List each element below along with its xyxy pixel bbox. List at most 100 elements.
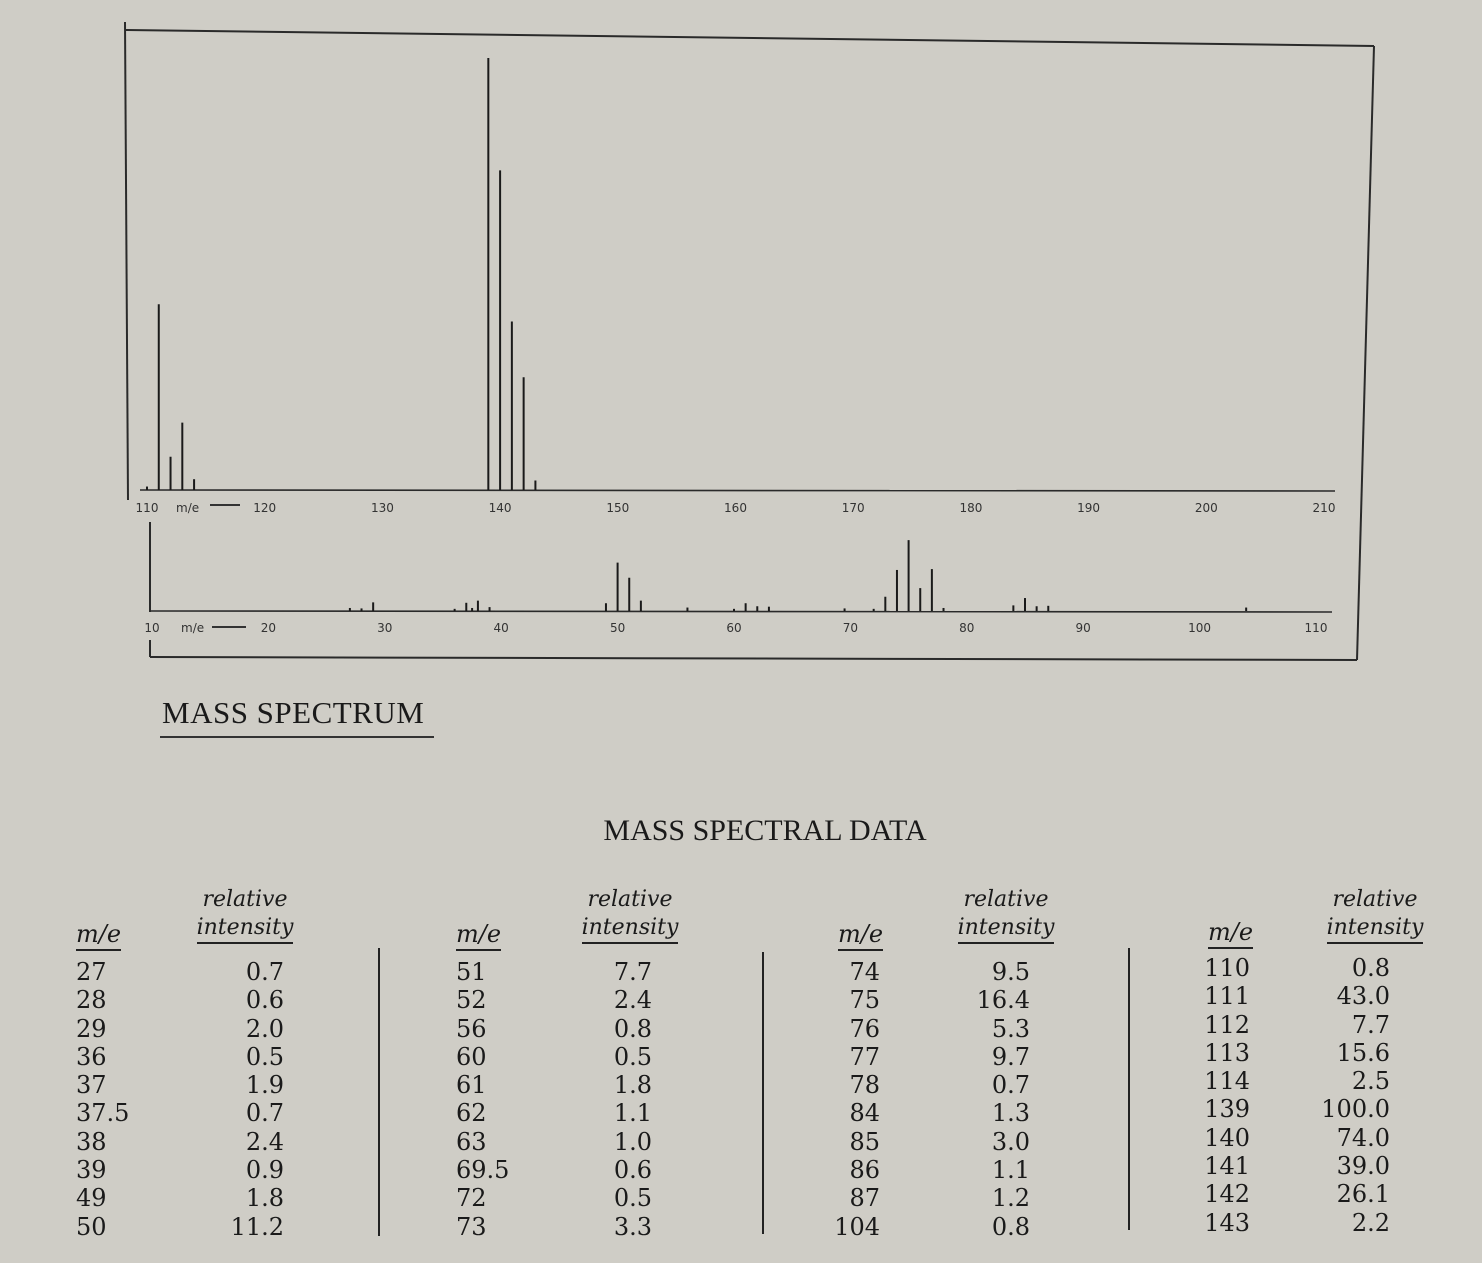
me-value: 74 [849,958,880,986]
lower-tick-label: 10 [144,621,159,635]
me-value: 69.5 [456,1156,510,1185]
relative-intensity-value: 0.6 [613,1156,652,1185]
upper-axis-unit-label: m/e [176,501,199,515]
relative-intensity-value: 0.8 [991,1212,1030,1241]
relative-intensity-value: 0.7 [991,1071,1030,1100]
me-value: 52 [456,986,487,1015]
lower-tick-label: 60 [726,621,741,635]
upper-peaks [146,58,537,490]
me-value: 141 [1204,1152,1250,1181]
me-value: 28 [76,986,107,1015]
lower-tick-label: 70 [843,621,858,635]
me-value: 60 [456,1042,487,1071]
me-value: 77 [849,1042,880,1071]
ri-header-line2: intensity [1326,914,1424,944]
relative-intensity-header: relative intensity [190,886,300,944]
data-table-title: MASS SPECTRAL DATA [603,814,927,847]
relative-intensity-value: 0.8 [1351,954,1390,982]
me-value: 56 [456,1014,487,1043]
relative-intensity-value: 0.7 [245,1099,284,1128]
me-value: 111 [1204,982,1250,1011]
relative-intensity-value: 1.2 [991,1184,1030,1213]
relative-intensity-value: 43.0 [1336,982,1390,1011]
me-value: 72 [456,1184,487,1213]
relative-intensity-value: 0.5 [245,1042,284,1071]
relative-intensity-value: 1.8 [245,1184,284,1213]
lower-tick-label: 40 [494,621,509,635]
upper-tick-label: 160 [724,501,747,515]
me-value: 73 [456,1212,487,1241]
me-header: m/e [838,920,884,952]
column-divider-3 [1128,948,1130,1230]
relative-intensity-value: 2.4 [613,986,652,1015]
upper-tick-label: 130 [371,501,394,515]
frame-bottom-edge [149,656,1358,661]
relative-intensity-value: 5.3 [991,1014,1030,1043]
me-value: 38 [76,1127,107,1156]
relative-intensity-value: 7.7 [1351,1010,1390,1039]
spectrum-title-underline [160,736,434,738]
upper-tick-label: 190 [1077,501,1100,515]
lower-tick-label: 20 [261,621,276,635]
relative-intensity-value: 16.4 [976,986,1030,1015]
lower-tick-label: 100 [1188,621,1211,635]
me-value: 139 [1204,1095,1250,1124]
relative-intensity-value: 1.3 [991,1099,1030,1128]
ri-header-line1: relative [1332,887,1418,912]
lower-tick-label: 50 [610,621,625,635]
ri-header-line1: relative [963,887,1049,912]
relative-intensity-value: 2.2 [1351,1208,1390,1237]
me-header: m/e [1208,918,1254,950]
frame-right-edge [1356,45,1375,661]
relative-intensity-value: 3.3 [613,1212,652,1241]
relative-intensity-value: 2.0 [245,1014,284,1043]
upper-tick-label: 170 [842,501,865,515]
me-value: 114 [1204,1067,1250,1096]
upper-tick-label: 180 [959,501,982,515]
relative-intensity-value: 1.1 [991,1156,1030,1185]
lower-axis-unit-label: m/e [181,621,204,635]
ri-header-line2: intensity [196,914,294,944]
me-value: 61 [456,1071,487,1100]
upper-tick-label: 140 [489,501,512,515]
lower-baseline [149,610,1333,613]
relative-intensity-value: 2.4 [245,1127,284,1156]
relative-intensity-value: 0.5 [613,1184,652,1213]
me-value: 142 [1204,1180,1250,1209]
me-value: 27 [76,958,107,986]
upper-tick-label: 120 [253,501,276,515]
me-header: m/e [456,920,502,952]
relative-intensity-value: 26.1 [1336,1180,1390,1209]
lower-tick-label: 90 [1076,621,1091,635]
relative-intensity-value: 1.8 [613,1071,652,1100]
lower-peaks [348,540,1248,611]
relative-intensity-header: relative intensity [574,886,686,944]
me-value: 110 [1204,954,1250,982]
me-value: 113 [1204,1038,1250,1067]
relative-intensity-value: 0.7 [245,958,284,986]
ri-header-line1: relative [587,887,673,912]
ri-header-line2: intensity [957,914,1055,944]
me-value: 37 [76,1071,107,1100]
lower-tick-label: 80 [959,621,974,635]
relative-intensity-value: 1.0 [613,1127,652,1156]
me-value: 50 [76,1212,107,1241]
relative-intensity-value: 1.1 [613,1099,652,1128]
me-value: 85 [849,1127,880,1156]
upper-tick-labels: 110 120 130 140 150 160 170 180 190 200 210 [136,501,1336,515]
column-divider-2 [762,952,764,1234]
me-value: 39 [76,1156,107,1185]
ri-header-line1: relative [202,887,288,912]
me-value: 86 [849,1156,880,1185]
upper-tick-label: 210 [1313,501,1336,515]
me-value: 63 [456,1127,487,1156]
upper-baseline [139,489,1336,492]
chart-frame [124,21,1375,661]
me-value: 36 [76,1042,107,1071]
relative-intensity-header: relative intensity [1320,886,1430,944]
me-value: 51 [456,958,487,986]
mass-spectrum-chart: 110 120 130 140 150 160 170 180 190 200 210 10 20 30… [124,21,1375,661]
relative-intensity-value: 0.8 [613,1014,652,1043]
me-value: 143 [1204,1208,1250,1237]
relative-intensity-value: 11.2 [230,1212,284,1241]
